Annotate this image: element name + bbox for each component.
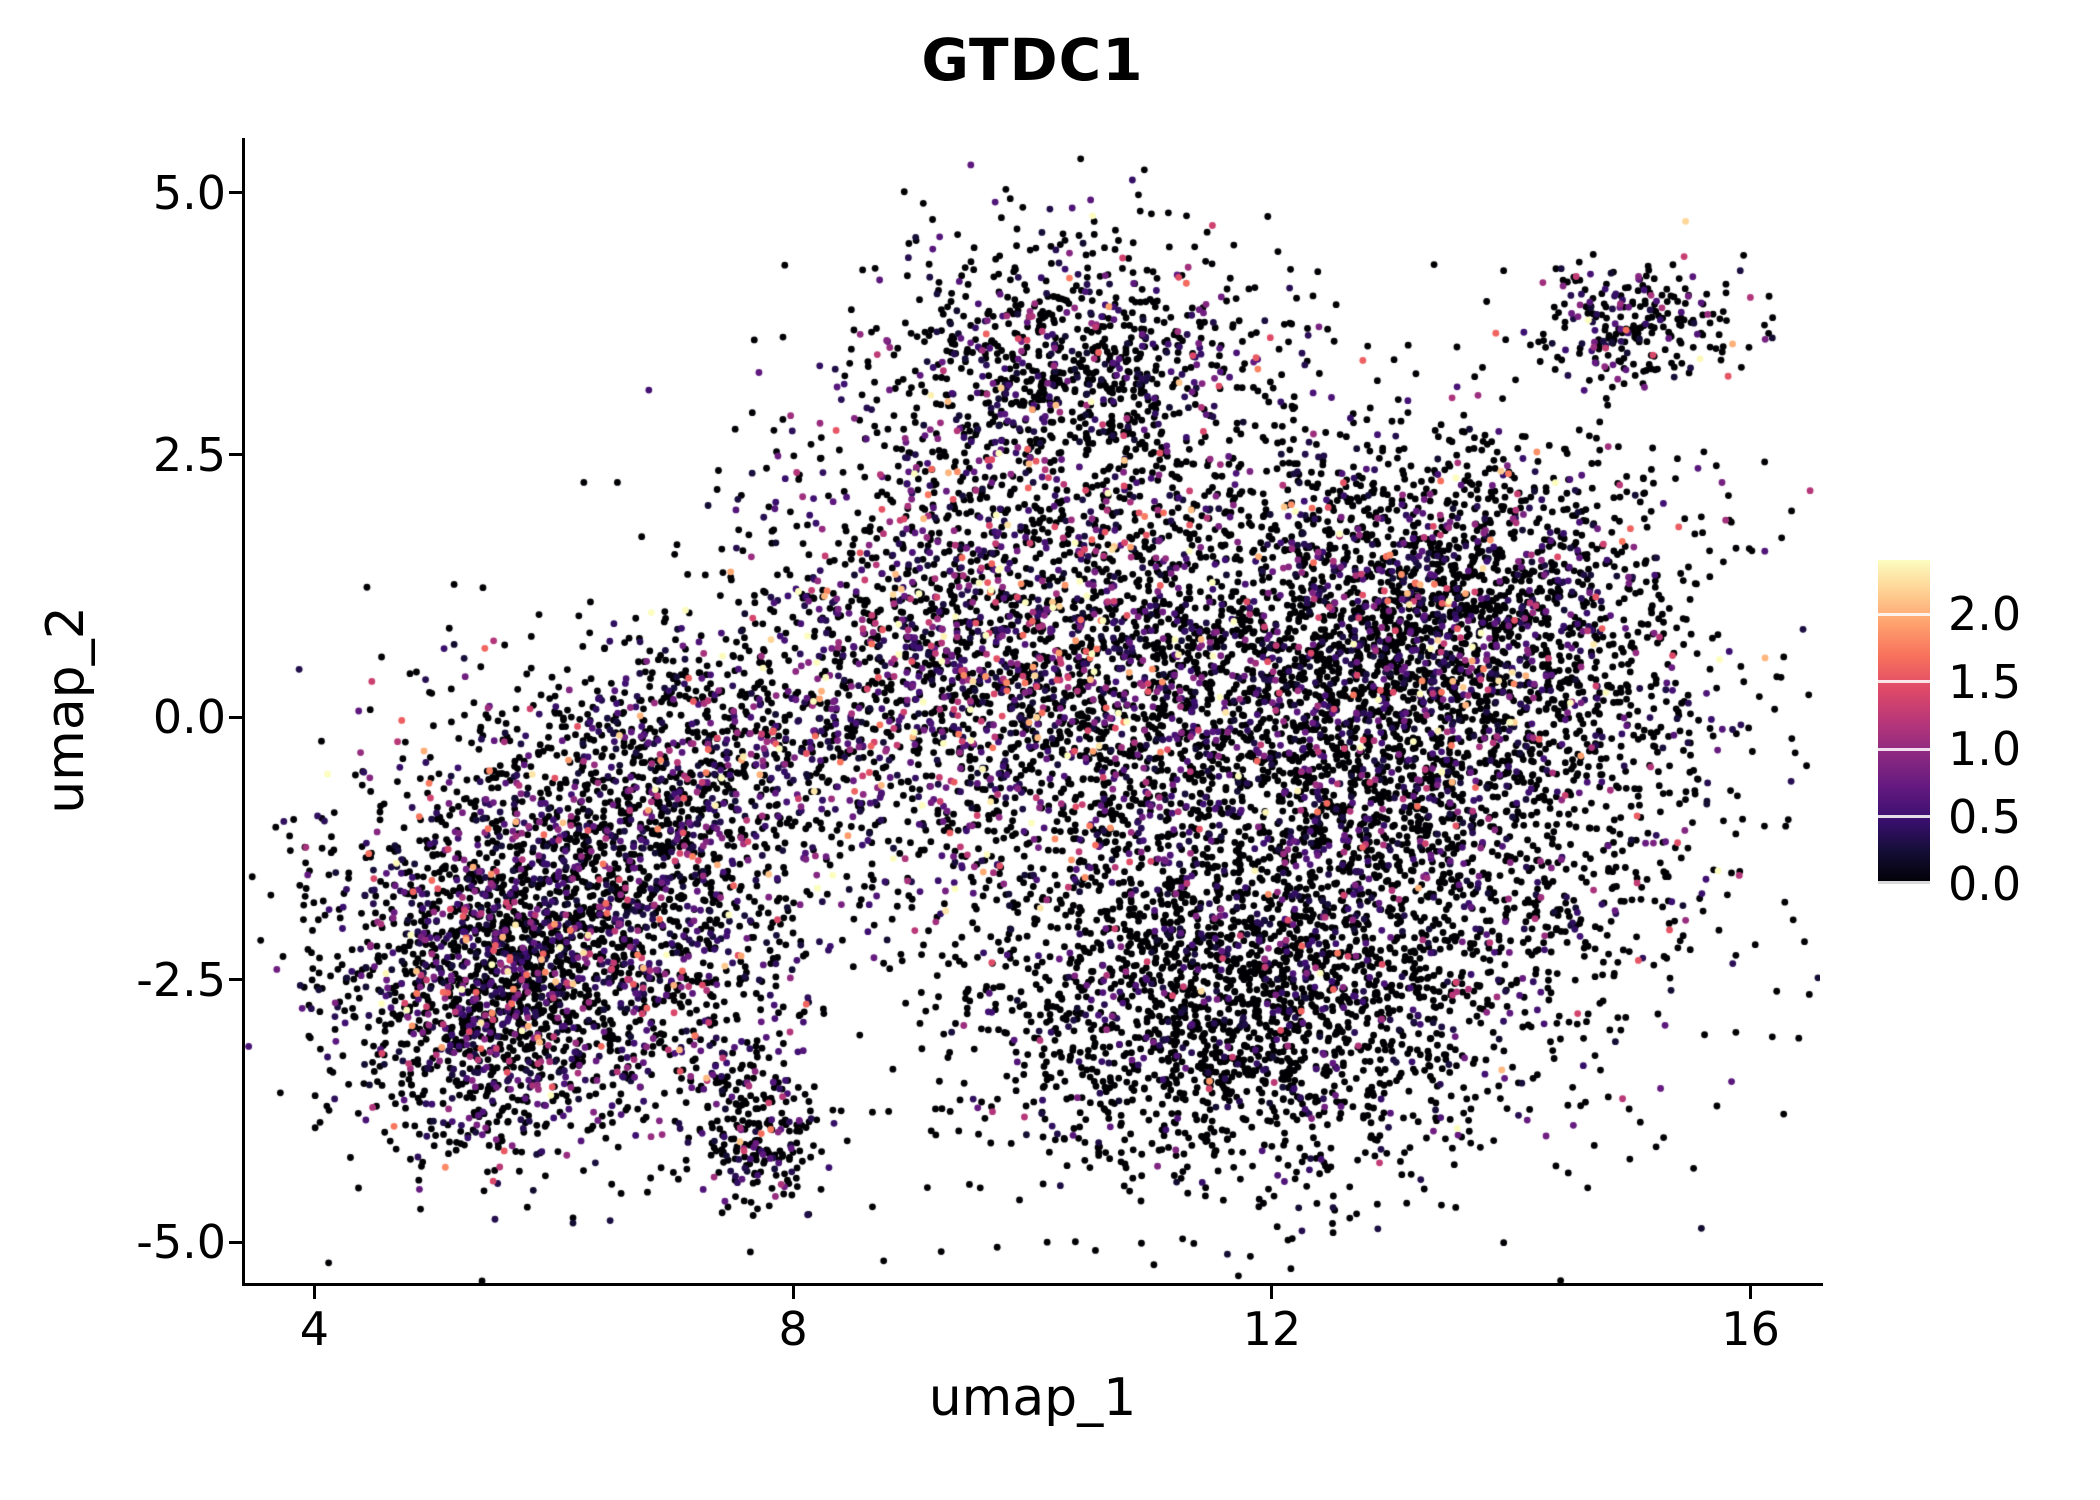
y-tick-mark: [229, 1240, 242, 1244]
x-tick-label: 4: [299, 1302, 330, 1356]
x-tick-mark: [1270, 1286, 1274, 1299]
y-tick-mark: [229, 978, 242, 982]
x-tick-mark: [1749, 1286, 1753, 1299]
x-axis-line: [242, 1283, 1823, 1286]
y-tick-label: 5.0: [152, 165, 226, 220]
colorbar-gradient: [1878, 560, 1930, 884]
x-axis-label: umap_1: [928, 1368, 1137, 1428]
colorbar-tick-label: 1.5: [1948, 654, 2022, 709]
y-tick-label: -2.5: [136, 952, 226, 1007]
y-tick-mark: [229, 715, 242, 719]
colorbar-tick-mark: [1878, 680, 1930, 683]
y-tick-label: 2.5: [152, 427, 226, 482]
y-tick-mark: [229, 191, 242, 195]
scatter-canvas: [245, 138, 1820, 1283]
y-axis-line: [242, 138, 245, 1286]
colorbar-tick-mark: [1878, 815, 1930, 818]
x-tick-mark: [791, 1286, 795, 1299]
colorbar-tick-label: 0.5: [1948, 789, 2022, 844]
x-tick-mark: [312, 1286, 316, 1299]
y-tick-label: 0.0: [152, 690, 226, 745]
plot-area: [245, 138, 1820, 1283]
y-tick-mark: [229, 453, 242, 457]
plot-title: GTDC1: [921, 26, 1144, 94]
colorbar-tick-label: 0.0: [1948, 857, 2022, 911]
x-tick-label: 8: [778, 1302, 808, 1356]
x-tick-label: 12: [1242, 1302, 1302, 1356]
colorbar-tick-mark: [1878, 747, 1930, 751]
colorbar-tick-mark: [1878, 881, 1930, 884]
colorbar-tick-label: 1.0: [1948, 722, 2022, 776]
colorbar-tick-mark: [1878, 612, 1930, 616]
y-tick-label: -5.0: [136, 1215, 226, 1270]
colorbar-tick-label: 2.0: [1948, 587, 2022, 641]
x-tick-label: 16: [1721, 1302, 1780, 1356]
